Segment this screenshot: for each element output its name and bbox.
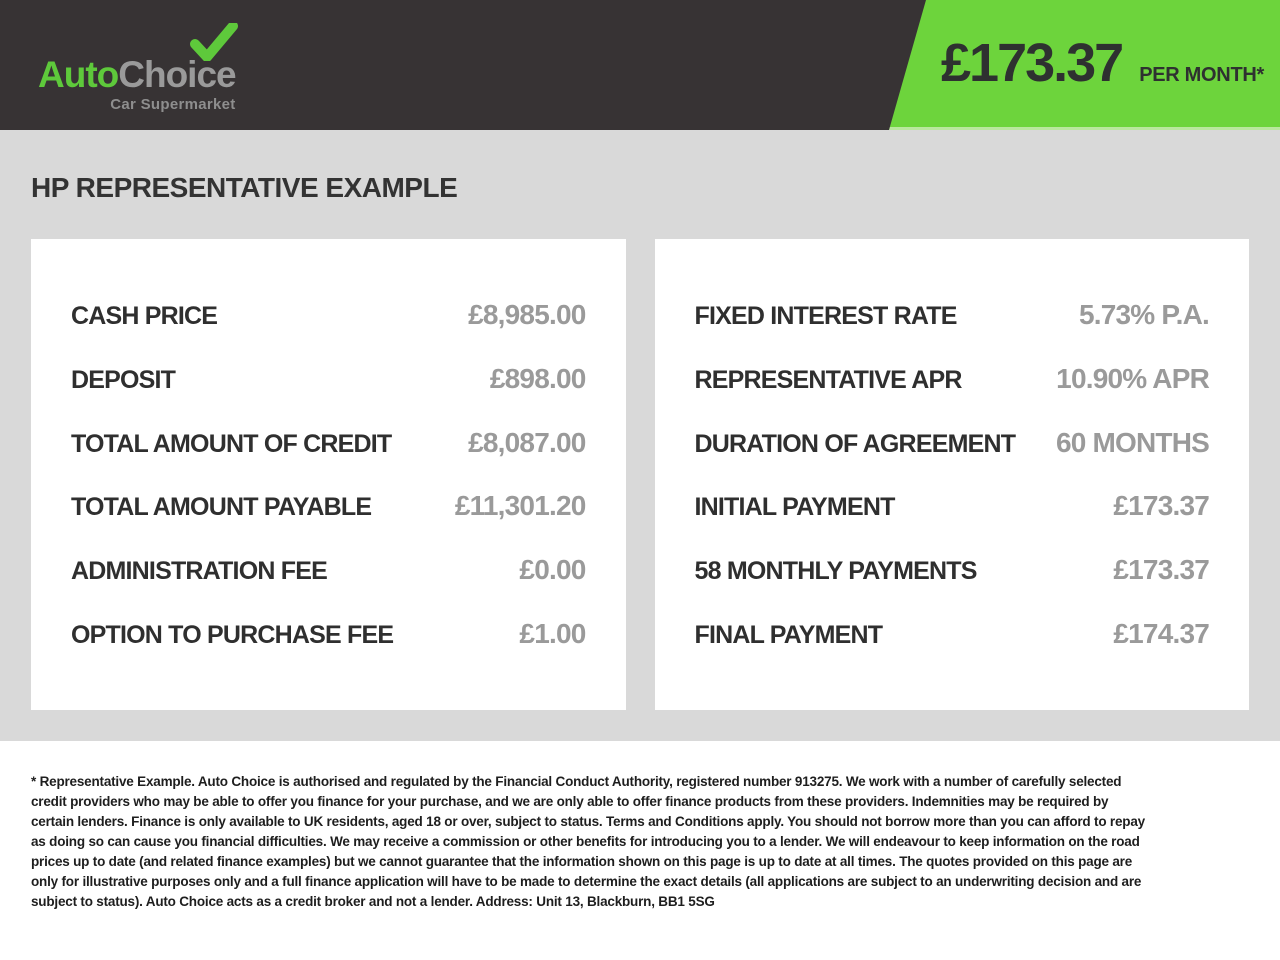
finance-row-label: DURATION OF AGREEMENT [694, 429, 1017, 458]
finance-row-total-payable: TOTAL AMOUNT PAYABLE £11,301.20 [71, 490, 586, 522]
finance-row-final-payment: FINAL PAYMENT £174.37 [695, 618, 1210, 650]
finance-row-total-credit: TOTAL AMOUNT OF CREDIT £8,087.00 [71, 427, 586, 459]
finance-row-label: OPTION TO PURCHASE FEE [71, 621, 394, 650]
finance-row-apr: REPRESENTATIVE APR 10.90% APR [695, 363, 1210, 395]
finance-row-monthly-payments: 58 MONTHLY PAYMENTS £173.37 [695, 554, 1210, 586]
finance-row-label: FIXED INTEREST RATE [694, 301, 958, 330]
price-banner-content: £173.37 PER MONTH* [941, 36, 1264, 90]
finance-row-deposit: DEPOSIT £898.00 [71, 363, 586, 395]
logo-word-auto: Auto [38, 54, 119, 95]
finance-row-value: 60 MONTHS [1055, 426, 1210, 458]
finance-row-value: £8,985.00 [468, 298, 586, 330]
finance-row-admin-fee: ADMINISTRATION FEE £0.00 [71, 554, 586, 586]
finance-cards: CASH PRICE £8,985.00 DEPOSIT £898.00 TOT… [31, 239, 1249, 710]
finance-row-value: £0.00 [519, 554, 586, 586]
finance-row-interest-rate: FIXED INTEREST RATE 5.73% P.A. [695, 299, 1210, 331]
footer-section: * Representative Example. Auto Choice is… [0, 741, 1280, 960]
main-section: HP REPRESENTATIVE EXAMPLE CASH PRICE £8,… [0, 130, 1280, 741]
finance-row-value: £898.00 [489, 362, 586, 394]
finance-row-value: 10.90% APR [1056, 362, 1210, 394]
logo-wordmark: AutoChoice [38, 23, 238, 95]
finance-row-label: 58 MONTHLY PAYMENTS [694, 557, 978, 586]
logo-word-choice: Choice [118, 54, 236, 95]
finance-row-label: TOTAL AMOUNT PAYABLE [71, 493, 372, 522]
finance-row-option-fee: OPTION TO PURCHASE FEE £1.00 [71, 618, 586, 650]
finance-row-value: £173.37 [1113, 490, 1209, 522]
disclaimer-text: * Representative Example. Auto Choice is… [31, 774, 1145, 909]
finance-row-initial-payment: INITIAL PAYMENT £173.37 [695, 490, 1210, 522]
finance-row-value: £11,301.20 [454, 490, 586, 522]
finance-row-cash-price: CASH PRICE £8,985.00 [71, 299, 586, 331]
finance-row-label: REPRESENTATIVE APR [694, 365, 963, 394]
finance-row-value: £174.37 [1113, 618, 1209, 650]
logo-tagline: Car Supermarket [110, 96, 236, 113]
checkmark-icon [190, 23, 238, 61]
finance-row-label: ADMINISTRATION FEE [71, 557, 328, 586]
monthly-price: £173.37 [941, 33, 1124, 93]
page-title: HP REPRESENTATIVE EXAMPLE [31, 172, 458, 203]
finance-row-value: £173.37 [1113, 554, 1209, 586]
price-banner: £173.37 PER MONTH* [889, 0, 1280, 130]
finance-row-label: TOTAL AMOUNT OF CREDIT [71, 429, 392, 458]
finance-card-right: FIXED INTEREST RATE 5.73% P.A. REPRESENT… [654, 239, 1249, 710]
finance-row-value: 5.73% P.A. [1078, 298, 1210, 330]
site-header: AutoChoice Car Supermarket £173.37 PER M… [0, 0, 1280, 130]
finance-row-label: INITIAL PAYMENT [694, 493, 896, 522]
finance-row-label: FINAL PAYMENT [694, 621, 884, 650]
finance-row-label: DEPOSIT [71, 365, 176, 394]
autochoice-logo: AutoChoice Car Supermarket [38, 23, 238, 113]
finance-row-duration: DURATION OF AGREEMENT 60 MONTHS [695, 427, 1210, 459]
finance-row-value: £8,087.00 [468, 426, 586, 458]
finance-row-value: £1.00 [519, 618, 586, 650]
monthly-price-period: PER MONTH* [1139, 64, 1264, 86]
finance-card-left: CASH PRICE £8,985.00 DEPOSIT £898.00 TOT… [31, 239, 626, 710]
finance-row-label: CASH PRICE [71, 301, 218, 330]
